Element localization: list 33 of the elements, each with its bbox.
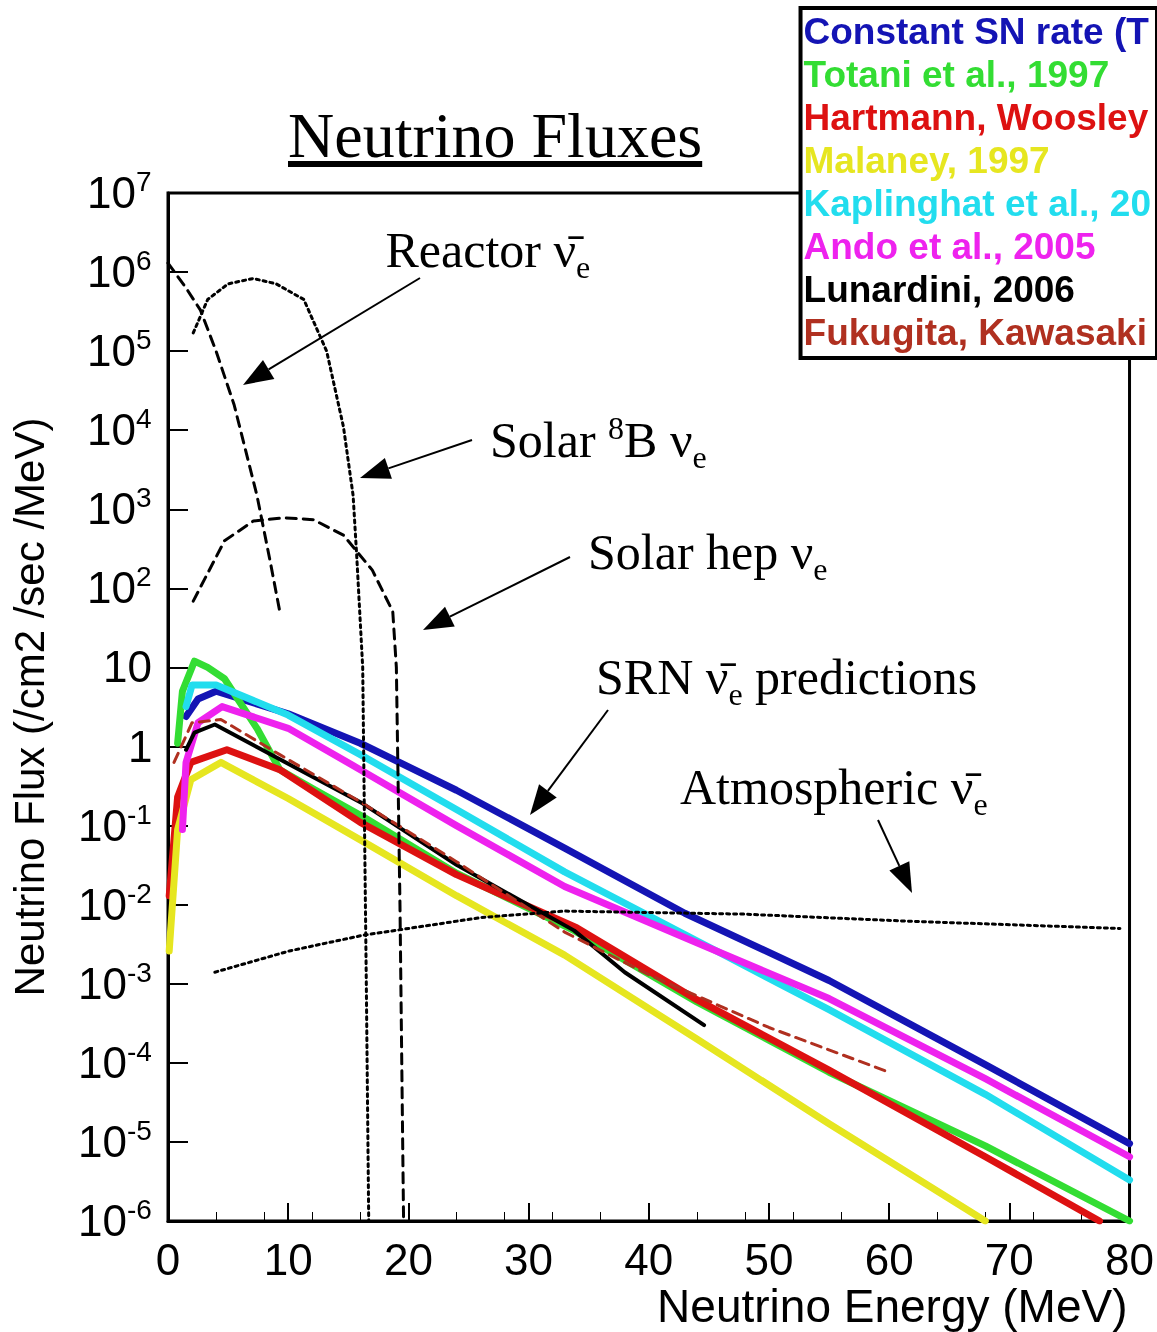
text: Malaney, 1997 <box>803 140 1050 181</box>
y-tick-label: 10$^{-3}$ <box>78 956 152 1008</box>
x-tick-label: 10 <box>263 1234 313 1284</box>
y-tick-label: 10$^{-6}$ <box>78 1194 152 1245</box>
y-tick-label: 10$^{6}$ <box>87 245 152 297</box>
y-tick-label: 10$^{-1}$ <box>78 798 152 850</box>
text: Hartmann, Woosley <box>803 97 1149 138</box>
text: Totani et al., 1997 <box>803 54 1110 95</box>
annotation: Solar hep ν$_{e}$ <box>588 524 828 587</box>
y-tick-label: 10$^{-2}$ <box>78 877 152 929</box>
x-tick-label: 30 <box>504 1234 554 1284</box>
annotation: Atmospheric ν̄$_{e}$ <box>680 759 988 822</box>
y-tick-label: 10$^{5}$ <box>87 324 152 376</box>
text: Constant SN rate (T <box>803 11 1150 52</box>
y-tick-label: 10$^{-4}$ <box>78 1036 152 1087</box>
y-tick-label: 10$^{2}$ <box>87 561 152 613</box>
y-axis-title: Neutrino Flux (/cm2 /sec /MeV) <box>5 417 53 997</box>
text: Ando et al., 2005 <box>803 226 1096 267</box>
annotation: SRN ν̄$_{e}$ predictions <box>596 649 978 712</box>
x-tick-label: 0 <box>155 1234 181 1284</box>
x-tick-label: 20 <box>383 1234 433 1284</box>
y-tick-label: 10$^{3}$ <box>87 482 152 534</box>
chart-title: Neutrino Fluxes <box>288 100 703 171</box>
annotation: Reactor ν̄$_{e}$ <box>385 222 591 285</box>
y-tick-label: 10 <box>103 642 152 692</box>
y-tick-label: 10$^{-5}$ <box>78 1115 152 1166</box>
text: Lunardini, 2006 <box>803 269 1075 310</box>
y-tick-label: 1 <box>128 721 153 771</box>
y-tick-label: 10$^{7}$ <box>87 166 152 217</box>
text: Kaplinghat et al., 20 <box>803 183 1152 224</box>
y-tick-label: 10$^{4}$ <box>87 403 152 455</box>
annotation: Solar $^{8}$B ν$_{e}$ <box>490 410 707 475</box>
text: Fukugita, Kawasaki <box>803 312 1147 353</box>
